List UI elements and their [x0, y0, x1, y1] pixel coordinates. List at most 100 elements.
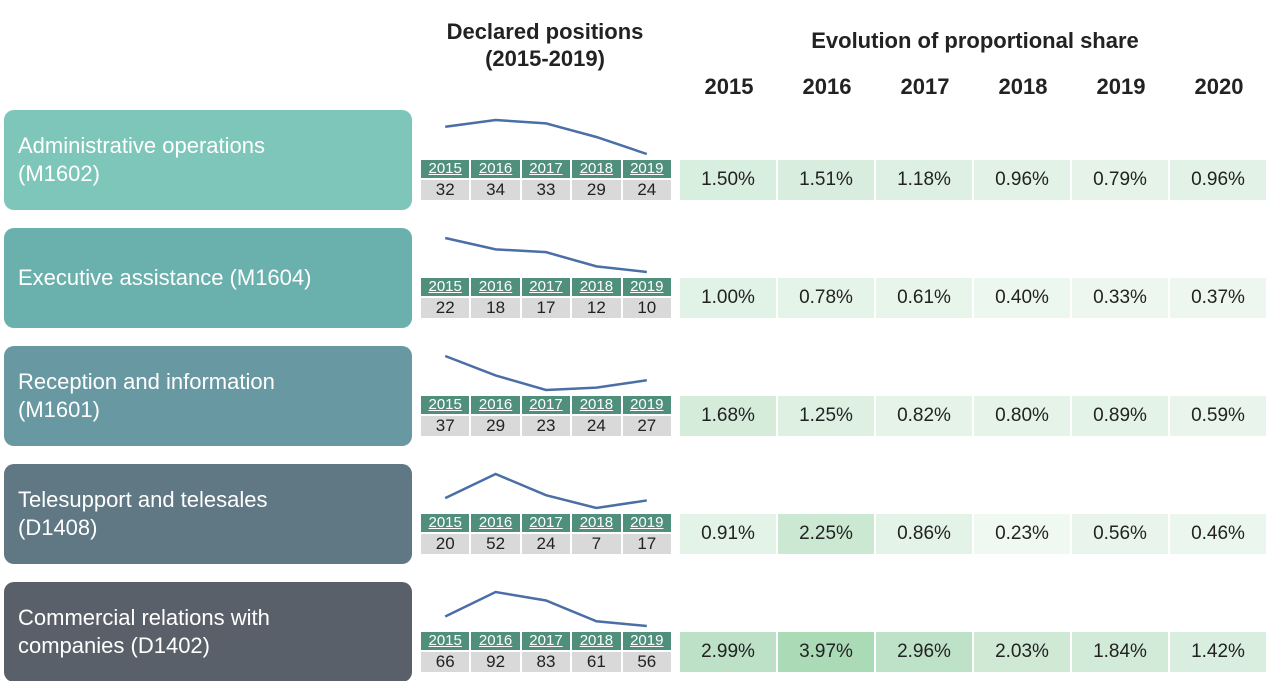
sparkline	[444, 472, 647, 510]
position-value: 24	[622, 180, 671, 200]
share-cell: 1.00%	[680, 278, 776, 318]
position-year: 2019	[622, 632, 671, 650]
position-value: 24	[521, 534, 571, 554]
share-cell: 0.37%	[1170, 278, 1266, 318]
positions-period: (2015-2019)	[485, 46, 605, 71]
share-cell: 1.68%	[680, 396, 776, 436]
position-year: 2016	[471, 278, 520, 296]
position-value: 34	[471, 180, 520, 200]
share-cell: 2.25%	[778, 514, 874, 554]
sparkline	[445, 118, 648, 156]
position-value: 61	[572, 652, 621, 672]
position-year: 2017	[521, 514, 571, 532]
share-cell: 0.82%	[876, 396, 972, 436]
share-title: Evolution of proportional share	[811, 28, 1139, 53]
position-year: 2018	[572, 396, 621, 414]
job-label: Executive assistance (M1604)	[4, 228, 412, 328]
position-year: 2016	[471, 632, 520, 650]
share-cell: 1.51%	[778, 160, 874, 200]
position-year: 2017	[521, 160, 571, 178]
share-cell: 2.96%	[876, 632, 972, 672]
position-value: 17	[622, 534, 671, 554]
position-value: 23	[521, 416, 571, 436]
position-year: 2016	[471, 514, 520, 532]
share-cell: 0.91%	[680, 514, 776, 554]
share-year: 2020	[1194, 74, 1244, 99]
position-year: 2015	[421, 160, 470, 178]
share-cell: 0.33%	[1072, 278, 1168, 318]
position-year: 2019	[622, 278, 671, 296]
position-value: 12	[572, 298, 621, 318]
position-value: 29	[572, 180, 621, 200]
position-value: 10	[622, 298, 671, 318]
share-cell: 0.80%	[974, 396, 1070, 436]
position-year: 2019	[622, 514, 671, 532]
share-cell: 1.50%	[680, 160, 776, 200]
share-cell: 0.78%	[778, 278, 874, 318]
share-cell: 0.96%	[1170, 160, 1266, 200]
share-cell: 0.86%	[876, 514, 972, 554]
share-cell: 0.59%	[1170, 396, 1266, 436]
position-year: 2017	[521, 278, 571, 296]
share-year: 2015	[704, 74, 754, 99]
share-year: 2018	[998, 74, 1048, 99]
position-year: 2017	[521, 632, 571, 650]
share-year: 2017	[900, 74, 950, 99]
share-cell: 0.23%	[974, 514, 1070, 554]
share-year: 2016	[802, 74, 852, 99]
share-cell: 1.84%	[1072, 632, 1168, 672]
position-year: 2018	[572, 278, 621, 296]
share-cell: 3.97%	[778, 632, 874, 672]
position-value: 22	[421, 298, 470, 318]
share-cell: 1.25%	[778, 396, 874, 436]
share-year: 2019	[1096, 74, 1146, 99]
position-value: 32	[421, 180, 470, 200]
position-value: 52	[471, 534, 520, 554]
sparkline	[444, 590, 647, 628]
position-value: 66	[421, 652, 470, 672]
position-value: 33	[521, 180, 571, 200]
sparkline	[444, 236, 647, 274]
position-year: 2016	[471, 396, 520, 414]
position-year: 2018	[572, 632, 621, 650]
position-value: 92	[471, 652, 520, 672]
position-value: 17	[521, 298, 571, 318]
position-value: 18	[471, 298, 520, 318]
position-value: 83	[521, 652, 571, 672]
positions-title: Declared positions	[446, 19, 644, 44]
position-value: 24	[572, 416, 621, 436]
share-cell: 0.56%	[1072, 514, 1168, 554]
position-year: 2018	[572, 160, 621, 178]
position-value: 37	[421, 416, 470, 436]
share-cell: 0.40%	[974, 278, 1070, 318]
position-year: 2019	[622, 396, 671, 414]
position-year: 2015	[421, 632, 470, 650]
job-label: Reception and information (M1601)	[4, 346, 412, 446]
share-cell: 1.42%	[1170, 632, 1266, 672]
position-year: 2015	[421, 278, 470, 296]
job-label: Telesupport and telesales (D1408)	[4, 464, 412, 564]
position-value: 56	[622, 652, 671, 672]
position-value: 29	[471, 416, 520, 436]
sparkline	[444, 354, 647, 392]
share-cell: 1.18%	[876, 160, 972, 200]
position-value: 27	[622, 416, 671, 436]
position-value: 20	[421, 534, 470, 554]
job-label: Commercial relations with companies (D14…	[4, 582, 412, 681]
position-year: 2019	[622, 160, 671, 178]
position-year: 2016	[471, 160, 520, 178]
share-cell: 0.96%	[974, 160, 1070, 200]
share-cell: 2.99%	[680, 632, 776, 672]
position-year: 2018	[572, 514, 621, 532]
share-cell: 0.61%	[876, 278, 972, 318]
position-year: 2015	[421, 514, 470, 532]
share-cell: 2.03%	[974, 632, 1070, 672]
share-cell: 0.89%	[1072, 396, 1168, 436]
share-cell: 0.46%	[1170, 514, 1266, 554]
position-year: 2015	[421, 396, 470, 414]
share-cell: 0.79%	[1072, 160, 1168, 200]
position-year: 2017	[521, 396, 571, 414]
positions-header: Declared positions (2015-2019)	[410, 18, 680, 72]
